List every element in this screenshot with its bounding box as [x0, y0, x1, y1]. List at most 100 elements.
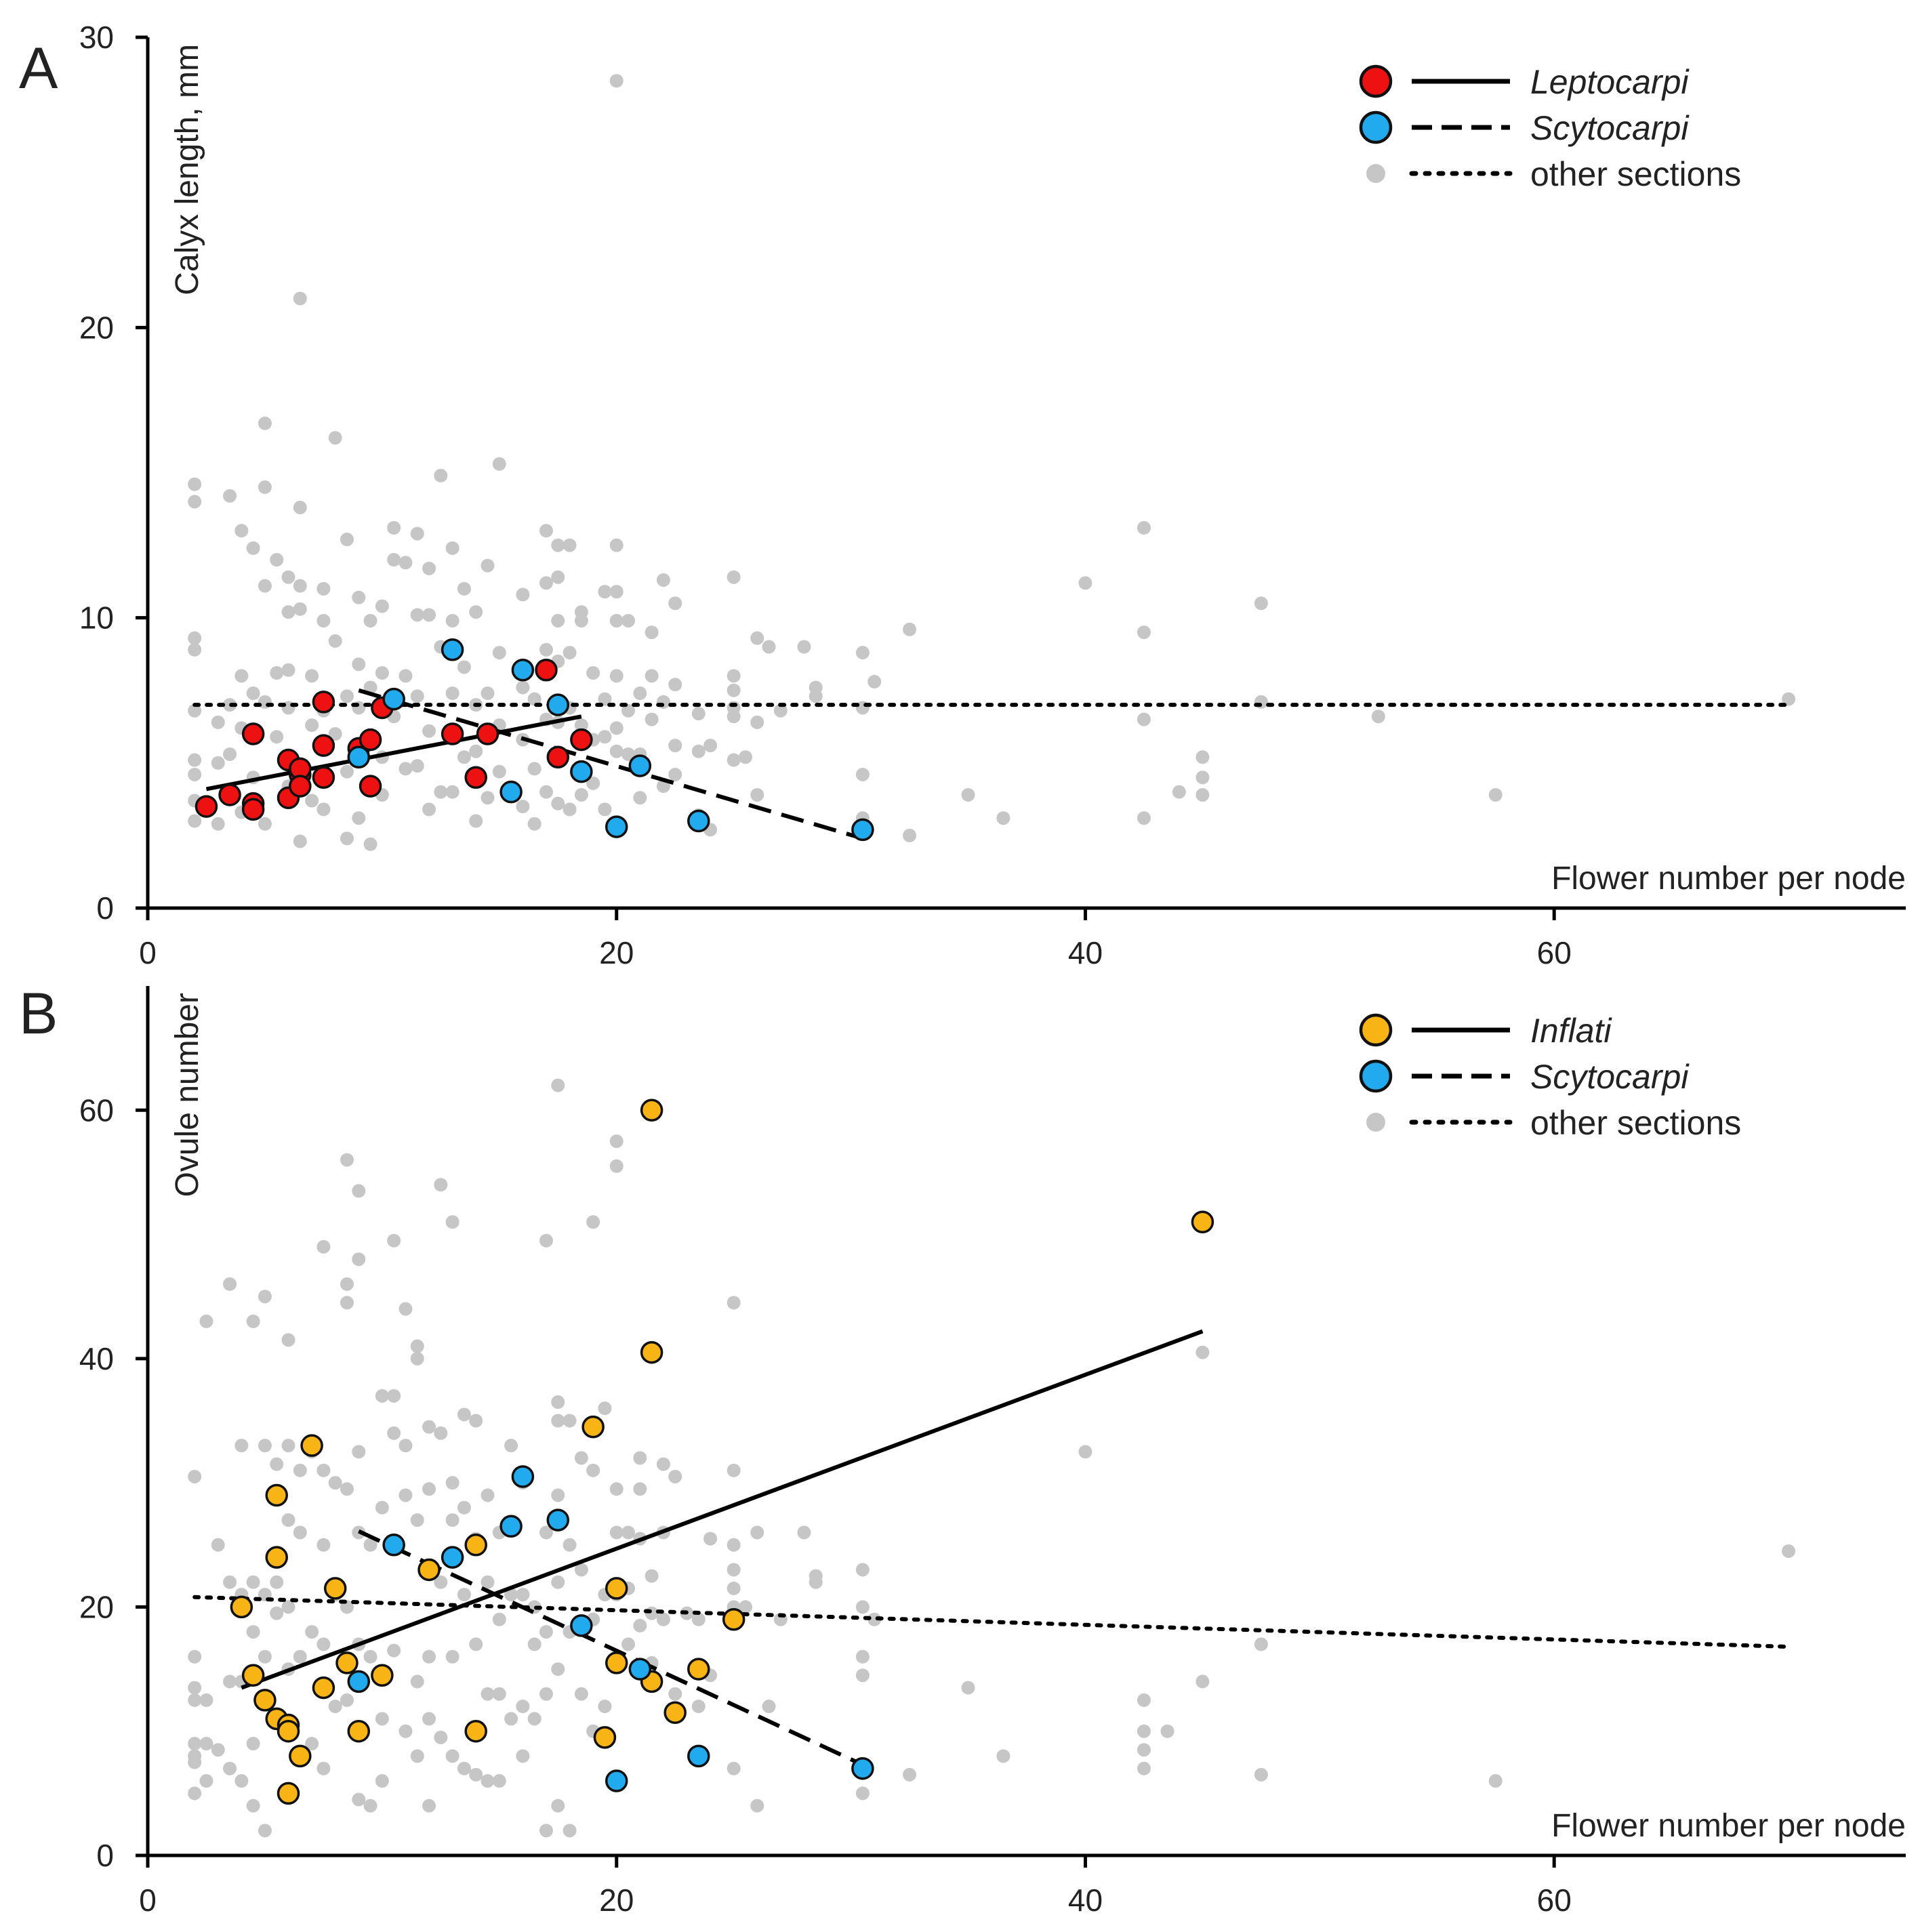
data-point-other-sections	[434, 1730, 448, 1744]
data-point-other-sections	[492, 1774, 506, 1788]
data-point-other-sections	[352, 1792, 366, 1807]
data-point-other-sections	[481, 1687, 495, 1701]
data-point-other-sections	[270, 1457, 284, 1471]
data-point-other-sections	[410, 1674, 424, 1689]
data-point-other-sections	[574, 1687, 588, 1701]
data-point-leptocarpi	[195, 795, 218, 818]
data-point-inflati	[1191, 1210, 1214, 1233]
data-point-other-sections	[633, 686, 647, 701]
legend-label: Leptocarpi	[1530, 63, 1690, 101]
data-point-other-sections	[727, 710, 741, 724]
data-point-leptocarpi	[546, 745, 570, 769]
data-point-other-sections	[211, 1743, 225, 1757]
data-point-other-sections	[645, 712, 659, 726]
data-point-other-sections	[1137, 712, 1151, 726]
x-tick-label: 20	[599, 935, 634, 970]
data-point-other-sections	[516, 800, 530, 814]
data-point-other-sections	[1137, 1724, 1151, 1738]
data-point-other-sections	[551, 613, 565, 628]
data-point-other-sections	[258, 1824, 272, 1838]
data-point-other-sections	[445, 541, 459, 555]
data-point-other-sections	[539, 1687, 553, 1701]
data-point-other-sections	[762, 1700, 776, 1714]
data-point-other-sections	[551, 796, 565, 810]
data-point-other-sections	[563, 646, 577, 660]
data-point-inflati	[605, 1577, 628, 1600]
data-point-other-sections	[293, 1649, 307, 1664]
data-point-other-sections	[399, 1302, 413, 1316]
data-point-other-sections	[445, 785, 459, 799]
data-point-other-sections	[281, 1333, 295, 1347]
data-point-other-sections	[293, 500, 307, 514]
data-point-scytocarpi	[441, 1546, 464, 1569]
data-point-other-sections	[293, 1525, 307, 1540]
data-point-other-sections	[609, 669, 624, 683]
data-point-other-sections	[352, 657, 366, 672]
data-point-scytocarpi	[347, 1670, 371, 1693]
data-point-other-sections	[621, 613, 636, 628]
data-point-other-sections	[328, 431, 342, 445]
data-point-other-sections	[410, 527, 424, 541]
y-tick-label: 20	[79, 310, 114, 345]
data-point-other-sections	[445, 1749, 459, 1763]
data-point-other-sections	[352, 1445, 366, 1459]
data-point-scytocarpi	[570, 760, 593, 783]
data-point-other-sections	[750, 787, 764, 802]
y-tick-label: 60	[79, 1092, 114, 1128]
x-tick-label: 0	[139, 935, 157, 970]
data-point-other-sections	[809, 689, 823, 703]
data-point-other-sections	[281, 570, 295, 584]
fit-line-other-sections	[192, 1595, 1791, 1649]
data-point-other-sections	[551, 538, 565, 552]
data-point-other-sections	[738, 1600, 752, 1614]
data-point-other-sections	[1196, 1674, 1210, 1689]
data-point-other-sections	[445, 686, 459, 701]
data-point-other-sections	[1137, 1693, 1151, 1707]
data-point-inflati	[277, 1782, 300, 1805]
data-point-inflati	[300, 1434, 323, 1457]
data-point-other-sections	[691, 1612, 706, 1626]
data-point-other-sections	[293, 291, 307, 306]
data-point-other-sections	[1137, 625, 1151, 640]
data-point-other-sections	[199, 1737, 213, 1751]
data-point-other-sections	[375, 599, 389, 613]
data-point-other-sections	[633, 1482, 647, 1496]
legend-label: Scytocarpi	[1530, 109, 1690, 147]
data-point-other-sections	[492, 1612, 506, 1626]
data-point-other-sections	[316, 1761, 331, 1775]
data-point-other-sections	[270, 553, 284, 567]
data-point-other-sections	[516, 588, 530, 602]
data-point-scytocarpi	[605, 815, 628, 838]
data-point-inflati	[640, 1340, 663, 1364]
data-point-other-sections	[281, 605, 295, 619]
data-point-other-sections	[598, 692, 612, 706]
data-point-other-sections	[551, 1414, 565, 1428]
data-point-other-sections	[434, 1575, 448, 1589]
data-point-other-sections	[363, 1649, 377, 1664]
legend-label: Scytocarpi	[1530, 1058, 1690, 1096]
data-point-other-sections	[457, 750, 471, 764]
data-point-other-sections	[270, 1575, 284, 1589]
data-point-inflati	[277, 1719, 300, 1743]
data-point-leptocarpi	[312, 691, 335, 714]
data-point-other-sections	[574, 613, 588, 628]
data-point-other-sections	[668, 1687, 682, 1701]
data-point-other-sections	[1371, 710, 1385, 724]
data-point-other-sections	[867, 1612, 882, 1626]
data-point-other-sections	[399, 669, 413, 683]
data-point-inflati	[312, 1676, 335, 1700]
data-point-other-sections	[340, 533, 354, 547]
data-point-other-sections	[609, 613, 624, 628]
data-point-other-sections	[399, 1724, 413, 1738]
data-point-other-sections	[352, 811, 366, 825]
data-point-leptocarpi	[218, 783, 241, 806]
data-point-other-sections	[481, 1575, 495, 1589]
data-point-other-sections	[246, 1625, 260, 1639]
legend: Inflati Scytocarpi other sections	[1359, 1012, 1741, 1142]
data-point-other-sections	[293, 579, 307, 593]
data-point-other-sections	[750, 715, 764, 729]
data-point-other-sections	[855, 1649, 870, 1664]
data-point-other-sections	[598, 802, 612, 817]
data-point-other-sections	[481, 1488, 495, 1502]
